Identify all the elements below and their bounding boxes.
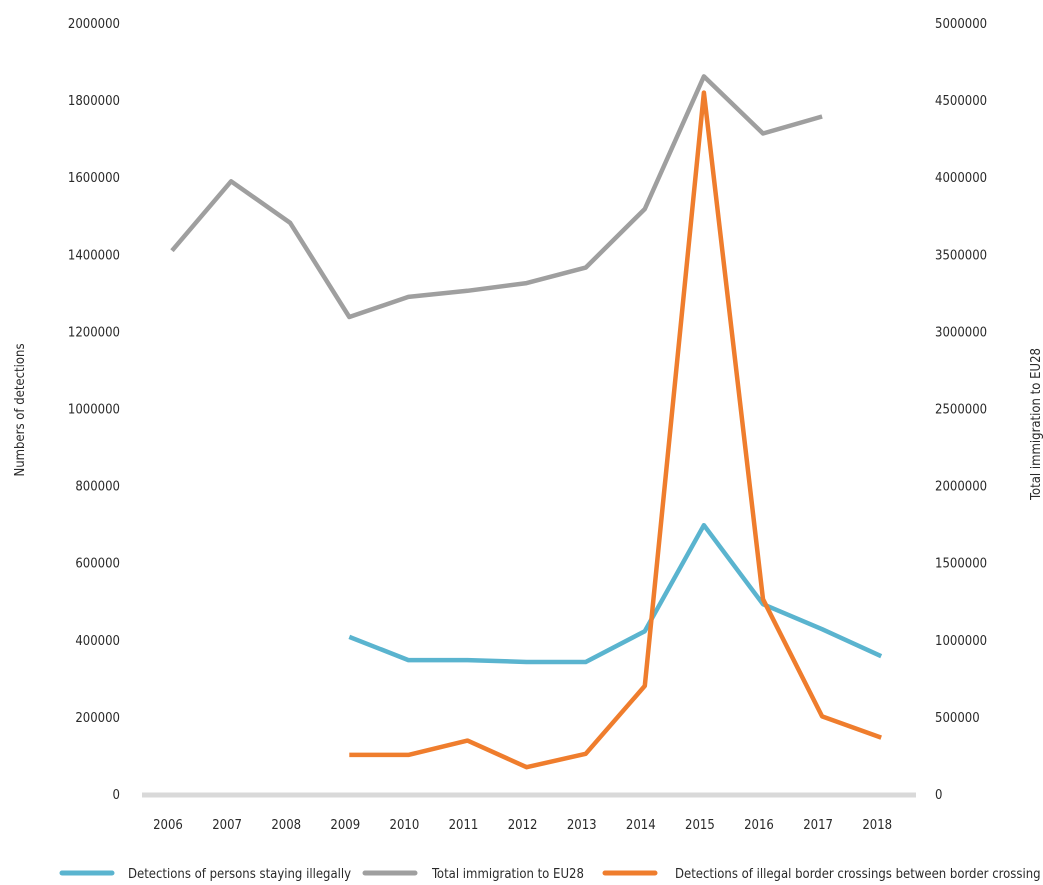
right-y-axis-ticks: 0 500000 1000000 1500000 2000000 2500000 30000… [935, 17, 987, 803]
left-tick-label: 400000 [75, 634, 120, 649]
right-tick-label: 4500000 [935, 94, 987, 109]
left-tick-label: 1800000 [68, 94, 120, 109]
left-tick-label: 800000 [75, 480, 120, 495]
x-tick-label: 2015 [685, 818, 715, 833]
x-tick-label: 2014 [626, 818, 656, 833]
x-tick-label: 2006 [153, 818, 183, 833]
right-y-axis-title: Total immigration to EU28 [1029, 348, 1043, 501]
legend-label-illegal-border-crossings: Detections of illegal border crossings b… [675, 867, 1043, 882]
x-tick-label: 2013 [567, 818, 597, 833]
left-tick-label: 0 [113, 788, 120, 803]
x-tick-label: 2012 [508, 818, 538, 833]
right-tick-label: 1000000 [935, 634, 987, 649]
left-tick-label: 200000 [75, 711, 120, 726]
x-tick-label: 2010 [390, 818, 420, 833]
right-tick-label: 3500000 [935, 248, 987, 263]
series-line-detections-of-persons-staying-illegally [348, 522, 883, 665]
x-tick-label: 2007 [212, 818, 242, 833]
right-tick-label: 2500000 [935, 403, 987, 418]
legend-label-persons-staying-illegally: Detections of persons staying illegally [128, 867, 351, 882]
x-tick-label: 2008 [271, 818, 301, 833]
legend-label-total-immigration: Total immigration to EU28 [431, 867, 584, 882]
x-tick-label: 2016 [744, 818, 774, 833]
left-y-axis-ticks: 0 200000 400000 600000 800000 1000000 1200000 1… [68, 17, 120, 803]
x-tick-label: 2018 [862, 818, 892, 833]
left-tick-label: 1600000 [68, 171, 120, 186]
x-axis-ticks: 2006 2007 2008 2009 2010 2011 2012 2013 2014 2015… [153, 818, 892, 833]
left-tick-label: 1000000 [68, 403, 120, 418]
right-tick-label: 500000 [935, 711, 980, 726]
series-line-total-immigration-to-eu28 [170, 74, 823, 320]
left-tick-label: 1400000 [68, 248, 120, 263]
right-tick-label: 1500000 [935, 557, 987, 572]
right-tick-label: 5000000 [935, 17, 987, 32]
series-line-detections-of-illegal-border-crossings-b [349, 90, 882, 770]
left-tick-label: 600000 [75, 557, 120, 572]
x-tick-label: 2011 [449, 818, 479, 833]
right-tick-label: 4000000 [935, 171, 987, 186]
left-y-axis-title: Numbers of detections [13, 343, 28, 476]
x-tick-label: 2009 [330, 818, 360, 833]
left-tick-label: 2000000 [68, 17, 120, 32]
series-layer [170, 74, 883, 770]
legend: Detections of persons staying illegally … [59, 867, 1043, 882]
right-tick-label: 3000000 [935, 325, 987, 340]
x-tick-label: 2017 [803, 818, 833, 833]
right-tick-label: 2000000 [935, 480, 987, 495]
left-tick-label: 1200000 [68, 325, 120, 340]
right-tick-label: 0 [935, 788, 942, 803]
